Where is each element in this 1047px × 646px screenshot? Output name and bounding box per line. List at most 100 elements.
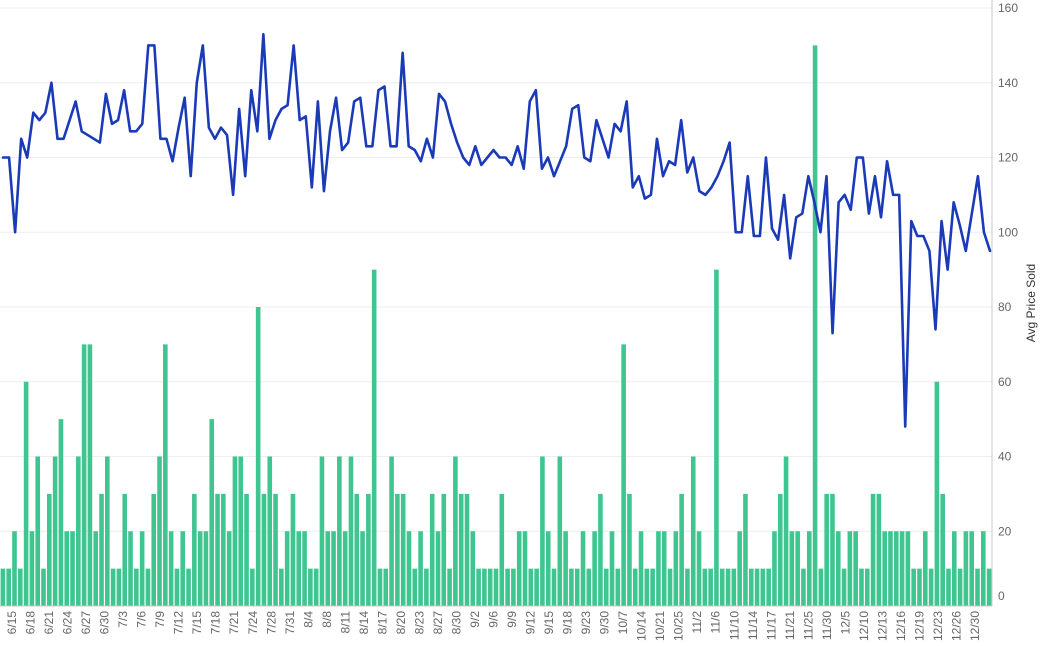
- bar: [499, 493, 505, 607]
- bar: [893, 531, 899, 606]
- x-tick-label: 12/10: [857, 611, 871, 641]
- bar: [632, 568, 638, 607]
- bar: [325, 531, 331, 606]
- bar: [221, 493, 226, 607]
- bar: [186, 568, 191, 607]
- bar: [679, 493, 684, 607]
- x-tick-label: 7/18: [209, 611, 223, 635]
- bar: [899, 531, 905, 606]
- x-tick-label: 11/17: [764, 611, 778, 640]
- bar: [853, 531, 858, 606]
- x-tick-labels: 6/15 6/18 6/21 6/24 6/27 6/30 7/3 7/6 7/9 7/12 7/1…: [5, 611, 982, 641]
- bar: [818, 568, 824, 607]
- bar: [777, 493, 783, 607]
- bar: [342, 531, 348, 606]
- x-tick-label: 9/18: [561, 611, 575, 635]
- bar: [876, 493, 882, 607]
- bar: [487, 568, 493, 607]
- bar: [197, 531, 203, 606]
- bar: [981, 531, 986, 606]
- bar: [783, 456, 789, 606]
- bar: [52, 456, 58, 606]
- y-tick-label: 100: [998, 225, 1018, 239]
- bar: [569, 568, 574, 607]
- x-tick-label: 12/26: [949, 611, 963, 641]
- bar: [174, 568, 180, 607]
- bar: [93, 531, 99, 606]
- bar: [888, 531, 893, 606]
- x-tick-label: 7/9: [153, 611, 167, 628]
- bar: [476, 568, 481, 607]
- y-tick-label: 0: [998, 589, 1005, 603]
- bar: [534, 568, 539, 607]
- bar: [754, 568, 760, 607]
- x-tick-label: 8/20: [394, 611, 408, 635]
- y-tick-labels: 0 20 40 60 80 100 120 140 160: [998, 1, 1018, 603]
- x-tick-label: 11/2: [690, 611, 704, 634]
- bar: [302, 531, 307, 606]
- bar: [789, 531, 795, 606]
- bar: [859, 568, 864, 607]
- bar: [226, 531, 232, 606]
- bar: [6, 568, 11, 607]
- bar: [348, 456, 354, 606]
- x-tick-label: 11/14: [746, 611, 760, 640]
- x-tick-label: 6/18: [24, 611, 38, 635]
- x-tick-label: 9/12: [524, 611, 538, 635]
- bar: [870, 493, 876, 607]
- bar: [238, 456, 244, 606]
- bar: [812, 45, 818, 607]
- bar: [557, 456, 563, 606]
- bar: [922, 531, 928, 606]
- bar: [58, 419, 64, 607]
- bar: [18, 568, 23, 607]
- bar: [250, 568, 255, 607]
- bar: [621, 344, 626, 607]
- x-tick-label: 11/30: [820, 611, 834, 640]
- bar: [917, 568, 922, 607]
- bar: [946, 568, 951, 607]
- bar: [986, 568, 992, 607]
- y-tick-label: 80: [998, 300, 1012, 314]
- bar: [157, 456, 162, 606]
- bar: [319, 456, 325, 606]
- bar: [412, 568, 418, 607]
- x-tick-label: 8/30: [449, 611, 463, 635]
- bar: [453, 456, 458, 606]
- bar: [400, 493, 406, 607]
- bar: [337, 456, 342, 606]
- x-tick-label: 8/23: [412, 611, 426, 635]
- bar: [824, 493, 829, 607]
- bar: [273, 493, 278, 607]
- y-tick-label: 140: [998, 76, 1018, 90]
- bar: [12, 531, 17, 606]
- x-tick-label: 9/23: [579, 611, 593, 635]
- bar: [441, 493, 447, 607]
- x-tick-label: 12/16: [894, 611, 908, 641]
- bar: [435, 531, 441, 606]
- bar: [830, 493, 835, 607]
- bar: [47, 493, 52, 607]
- x-tick-label: 7/6: [135, 611, 149, 628]
- bar: [928, 568, 934, 607]
- bar: [116, 568, 122, 607]
- bar: [0, 568, 6, 607]
- bar: [882, 531, 887, 606]
- bar: [81, 344, 87, 607]
- bar: [458, 493, 464, 607]
- bar: [308, 568, 313, 607]
- bar: [905, 531, 911, 606]
- bar: [360, 531, 365, 606]
- bar: [963, 531, 969, 606]
- bar: [128, 531, 133, 606]
- bar: [731, 568, 737, 607]
- bar: [615, 568, 621, 607]
- bar: [864, 568, 870, 607]
- bar: [574, 568, 580, 607]
- bar: [847, 531, 853, 606]
- bar: [87, 344, 93, 607]
- x-tick-label: 7/31: [283, 611, 297, 635]
- bar: [696, 531, 702, 606]
- bar: [389, 456, 394, 606]
